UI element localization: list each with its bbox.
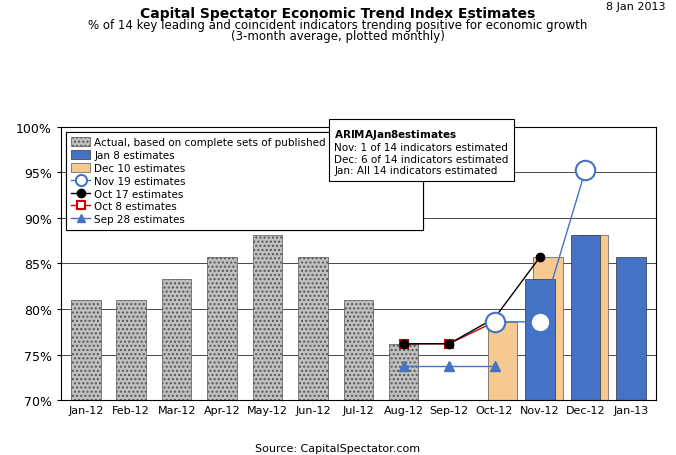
- Bar: [389, 344, 418, 400]
- Bar: [253, 236, 282, 400]
- Bar: [343, 300, 373, 400]
- Bar: [208, 258, 237, 400]
- Text: Source: CapitalSpectator.com: Source: CapitalSpectator.com: [256, 443, 420, 453]
- Text: Capital Spectator Economic Trend Index Estimates: Capital Spectator Economic Trend Index E…: [141, 7, 535, 21]
- Bar: [616, 258, 646, 400]
- Text: $\bf{ARIMA Jan 8 estimates}$
Nov: 1 of 14 indicators estimated
Dec: 6 of 14 indi: $\bf{ARIMA Jan 8 estimates}$ Nov: 1 of 1…: [335, 127, 509, 176]
- Bar: [525, 279, 555, 400]
- Bar: [71, 300, 101, 400]
- Bar: [533, 258, 563, 400]
- Bar: [571, 236, 600, 400]
- Text: 8 Jan 2013: 8 Jan 2013: [606, 2, 666, 12]
- Bar: [298, 258, 328, 400]
- Bar: [162, 279, 191, 400]
- Text: (3-month average, plotted monthly): (3-month average, plotted monthly): [231, 30, 445, 43]
- Bar: [488, 322, 517, 400]
- Bar: [116, 300, 146, 400]
- Legend: Actual, based on complete sets of published data (as of Jan 8), Jan 8 estimates,: Actual, based on complete sets of publis…: [66, 132, 423, 230]
- Bar: [579, 236, 608, 400]
- Text: % of 14 key leading and coincident indicators trending positive for economic gro: % of 14 key leading and coincident indic…: [89, 19, 587, 32]
